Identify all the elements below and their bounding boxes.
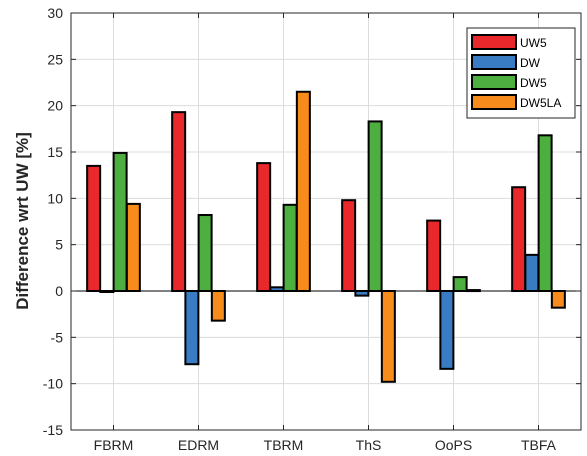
bar-uw5-ths (341, 199, 357, 292)
bar-uw5-edrm (171, 111, 187, 292)
bars (86, 90, 566, 383)
bar-dw5-fbrm (112, 151, 128, 292)
y-tick-label: 0 (55, 283, 63, 299)
x-tick-label: ThS (356, 437, 382, 453)
bar-dw5la-ths (380, 290, 396, 383)
y-tick-label: 15 (47, 144, 63, 160)
legend: UW5 DW DW5 DW5LA (466, 27, 576, 119)
y-tick-label: 25 (47, 51, 63, 67)
y-tick-label: 10 (47, 190, 63, 206)
y-tick-label: -10 (43, 376, 63, 392)
bar-uw5-tbrm (256, 162, 272, 292)
bar-dw5la-edrm (210, 290, 226, 322)
bar-dw5la-tbrm (295, 90, 311, 293)
bar-dw-fbrm (99, 290, 115, 293)
bar-uw5-oops (426, 219, 442, 292)
bar-uw5-tbfa (511, 186, 527, 292)
bar-dw-edrm (184, 290, 200, 366)
bar-dw-ths (354, 290, 370, 297)
legend-label: DW5 (520, 76, 547, 90)
x-tick-label: OoPS (435, 437, 472, 453)
legend-label: DW (520, 56, 541, 70)
bar-dw-oops (439, 290, 455, 370)
bar-dw5-edrm (197, 214, 213, 292)
y-tick-label: 5 (55, 237, 63, 253)
y-axis-ticks: -15 -10 -5 0 5 10 15 20 25 30 (43, 5, 581, 438)
bar-dw5-ths (367, 120, 383, 292)
x-tick-label: TBFA (521, 437, 557, 453)
bar-dw5-tbrm (282, 203, 298, 293)
x-axis-ticks: FBRM EDRM TBRM ThS OoPS TBFA (94, 13, 557, 453)
x-tick-label: FBRM (94, 437, 134, 453)
y-tick-label: 30 (47, 5, 63, 21)
legend-swatch (471, 74, 517, 90)
bar-uw5-fbrm (86, 164, 102, 292)
y-tick-label: 20 (47, 98, 63, 114)
bar-dw5-tbfa (537, 134, 553, 292)
x-tick-label: TBRM (264, 437, 304, 453)
y-tick-label: -15 (43, 422, 63, 438)
bar-dw5la-fbrm (125, 202, 141, 292)
y-tick-label: -5 (51, 329, 64, 345)
bar-dw5la-tbfa (550, 290, 566, 309)
x-tick-label: EDRM (178, 437, 219, 453)
legend-swatch (471, 34, 517, 50)
legend-label: DW5LA (520, 96, 561, 110)
bar-dw5-oops (452, 276, 468, 293)
bar-dw5la-oops (465, 289, 481, 293)
legend-label: UW5 (520, 36, 547, 50)
y-axis-label: Difference wrt UW [%] (13, 132, 32, 310)
plot-frame (70, 12, 582, 431)
legend-swatch (471, 54, 517, 70)
bar-dw-tbfa (524, 253, 540, 292)
legend-swatch (471, 94, 517, 110)
bar-dw-tbrm (269, 286, 285, 293)
